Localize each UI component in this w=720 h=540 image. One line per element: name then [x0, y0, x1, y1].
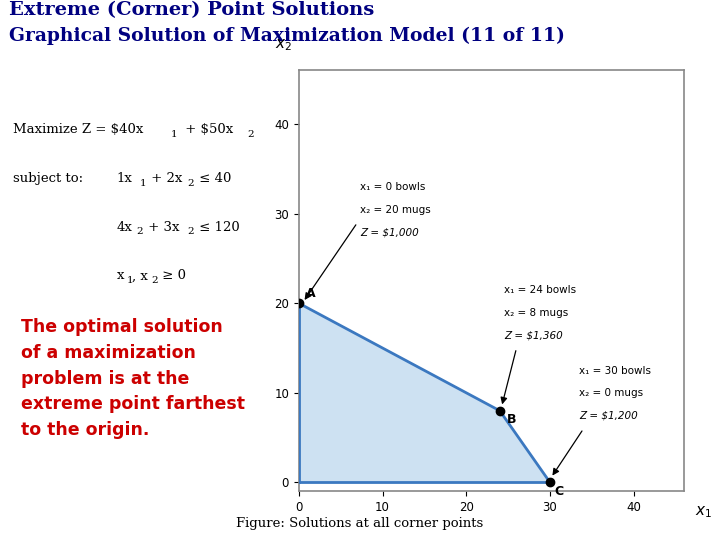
Text: 4x: 4x — [117, 221, 132, 234]
Text: + 2x: + 2x — [147, 172, 182, 185]
Text: x₁ = 0 bowls: x₁ = 0 bowls — [360, 182, 426, 192]
Text: x₁ = 30 bowls: x₁ = 30 bowls — [580, 366, 652, 376]
Text: 1: 1 — [171, 130, 177, 139]
Text: B: B — [506, 414, 516, 427]
Text: Z = $1,000: Z = $1,000 — [360, 227, 418, 237]
Text: Extreme (Corner) Point Solutions: Extreme (Corner) Point Solutions — [9, 1, 374, 19]
Text: 1x: 1x — [117, 172, 132, 185]
Text: 1: 1 — [140, 179, 146, 188]
Text: + $50x: + $50x — [181, 123, 233, 136]
Text: 1: 1 — [127, 276, 133, 285]
Text: $x_1$: $x_1$ — [695, 504, 712, 519]
Text: Z = $1,360: Z = $1,360 — [504, 330, 563, 340]
Text: $x_2$: $x_2$ — [275, 38, 292, 53]
Polygon shape — [299, 303, 550, 482]
Text: x₁ = 24 bowls: x₁ = 24 bowls — [504, 285, 576, 295]
Text: Maximize Z = $40x: Maximize Z = $40x — [13, 123, 143, 136]
Text: Graphical Solution of Maximization Model (11 of 11): Graphical Solution of Maximization Model… — [9, 27, 564, 45]
Text: Figure: Solutions at all corner points: Figure: Solutions at all corner points — [236, 517, 484, 530]
Text: Z = $1,200: Z = $1,200 — [580, 411, 638, 421]
Text: 2: 2 — [137, 227, 143, 237]
Text: subject to:: subject to: — [13, 172, 83, 185]
Text: x₂ = 0 mugs: x₂ = 0 mugs — [580, 388, 644, 399]
Text: A: A — [305, 287, 315, 300]
Text: C: C — [554, 485, 563, 498]
Text: , x: , x — [132, 269, 148, 282]
Text: x₂ = 20 mugs: x₂ = 20 mugs — [360, 205, 431, 214]
Text: 2: 2 — [248, 130, 254, 139]
Text: x₂ = 8 mugs: x₂ = 8 mugs — [504, 308, 568, 318]
Text: 2: 2 — [150, 276, 158, 285]
Text: ≤ 40: ≤ 40 — [195, 172, 231, 185]
Text: 2: 2 — [188, 179, 194, 188]
Text: + 3x: + 3x — [144, 221, 179, 234]
Text: ≤ 120: ≤ 120 — [195, 221, 240, 234]
Text: x: x — [117, 269, 124, 282]
Text: ≥ 0: ≥ 0 — [158, 269, 186, 282]
Text: 2: 2 — [188, 227, 194, 237]
Text: The optimal solution
of a maximization
problem is at the
extreme point farthest
: The optimal solution of a maximization p… — [22, 318, 246, 439]
